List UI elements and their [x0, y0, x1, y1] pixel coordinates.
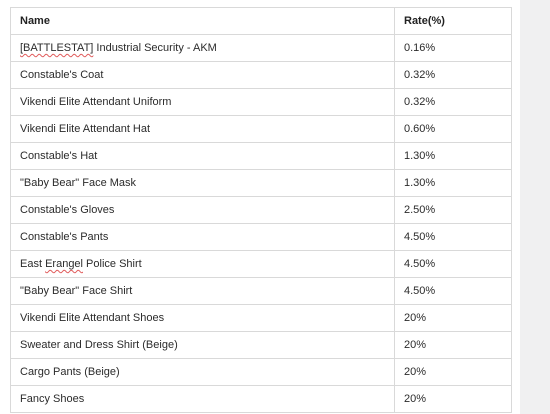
item-name-cell: Constable's Hat [10, 142, 395, 170]
table-row: Vikendi Elite Attendant Shoes 20% [10, 304, 512, 332]
table-row: "Baby Bear" Face Mask 1.30% [10, 169, 512, 197]
item-rate-cell: 2.50% [394, 196, 512, 224]
item-name-cell: "Baby Bear" Face Shirt [10, 277, 395, 305]
item-name-cell: Vikendi Elite Attendant Uniform [10, 88, 395, 116]
content-panel: Name Rate(%) [BATTLESTAT] Industrial Sec… [0, 0, 520, 414]
item-name-cell: "Baby Bear" Face Mask [10, 169, 395, 197]
item-rate-cell: 4.50% [394, 277, 512, 305]
item-rate-cell: 20% [394, 358, 512, 386]
table-row: Constable's Coat 0.32% [10, 61, 512, 89]
table-row: "Baby Bear" Face Shirt 4.50% [10, 277, 512, 305]
item-name-cell: Constable's Pants [10, 223, 395, 251]
table-row: Constable's Pants 4.50% [10, 223, 512, 251]
item-rate-cell: 4.50% [394, 250, 512, 278]
item-name-cell: Fancy Shoes [10, 385, 395, 413]
column-header-name: Name [10, 7, 395, 35]
item-rate-cell: 0.32% [394, 61, 512, 89]
item-name-cell: Sweater and Dress Shirt (Beige) [10, 331, 395, 359]
table-row: Constable's Hat 1.30% [10, 142, 512, 170]
table-row: Vikendi Elite Attendant Hat 0.60% [10, 115, 512, 143]
table-row: Fancy Shoes 20% [10, 385, 512, 413]
table-header-row: Name Rate(%) [10, 7, 512, 35]
item-rate-cell: 0.60% [394, 115, 512, 143]
table-row: Cargo Pants (Beige) 20% [10, 358, 512, 386]
item-name-spellcheck-word: [BATTLESTAT] [20, 42, 94, 54]
item-rate-cell: 0.32% [394, 88, 512, 116]
item-rate-cell: 1.30% [394, 169, 512, 197]
item-name-cell: [BATTLESTAT] Industrial Security - AKM [10, 34, 395, 62]
item-name-cell: Vikendi Elite Attendant Hat [10, 115, 395, 143]
item-rate-cell: 20% [394, 331, 512, 359]
table-row: Vikendi Elite Attendant Uniform 0.32% [10, 88, 512, 116]
item-name-text: Industrial Security - AKM [93, 42, 217, 54]
table-row: [BATTLESTAT] Industrial Security - AKM 0… [10, 34, 512, 62]
drop-rate-table: Name Rate(%) [BATTLESTAT] Industrial Sec… [10, 7, 512, 413]
table-row: East Erangel Police Shirt 4.50% [10, 250, 512, 278]
page-background-strip [520, 0, 550, 414]
item-rate-cell: 1.30% [394, 142, 512, 170]
item-rate-cell: 4.50% [394, 223, 512, 251]
item-rate-cell: 20% [394, 385, 512, 413]
table-row: Sweater and Dress Shirt (Beige) 20% [10, 331, 512, 359]
item-name-text: East [20, 258, 46, 270]
item-rate-cell: 20% [394, 304, 512, 332]
item-name-cell: Vikendi Elite Attendant Shoes [10, 304, 395, 332]
item-name-cell: Constable's Gloves [10, 196, 395, 224]
item-name-text: Police Shirt [83, 258, 142, 270]
item-name-spellcheck-word: Erangel [45, 258, 83, 270]
item-rate-cell: 0.16% [394, 34, 512, 62]
column-header-rate: Rate(%) [394, 7, 512, 35]
table-row: Constable's Gloves 2.50% [10, 196, 512, 224]
item-name-cell: Constable's Coat [10, 61, 395, 89]
item-name-cell: Cargo Pants (Beige) [10, 358, 395, 386]
item-name-cell: East Erangel Police Shirt [10, 250, 395, 278]
